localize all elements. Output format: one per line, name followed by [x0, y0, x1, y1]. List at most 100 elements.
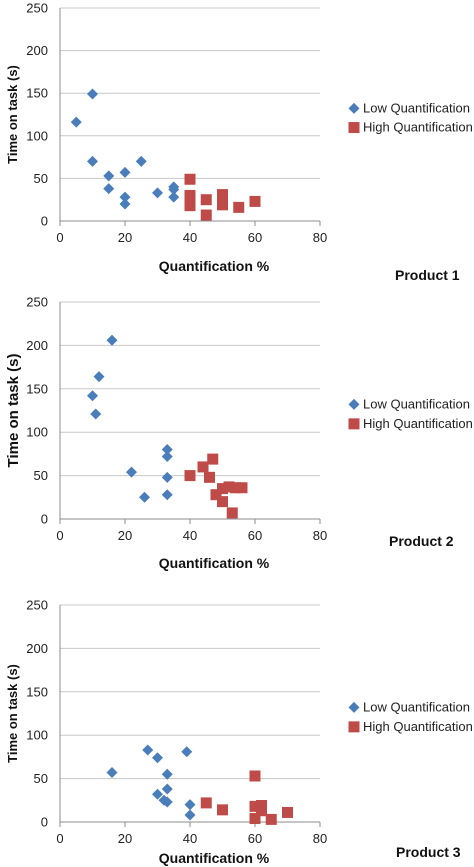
- data-point-square: [249, 813, 261, 825]
- legend-square-marker: [348, 122, 360, 134]
- series-low-quantification: [87, 334, 173, 503]
- x-tick-label: 20: [118, 528, 132, 543]
- x-axis-label: Quantification %: [159, 555, 270, 571]
- data-point-square: [197, 461, 209, 473]
- x-tick-label: 20: [118, 831, 132, 846]
- y-tick-label: 0: [41, 214, 48, 229]
- data-point-square: [184, 470, 196, 482]
- y-tick-label: 150: [26, 381, 48, 396]
- data-point-diamond: [103, 183, 115, 195]
- product-label: Product 3: [396, 844, 461, 860]
- data-point-diamond: [103, 170, 115, 182]
- data-point-square: [223, 481, 235, 493]
- legend-label: Low Quantification: [363, 396, 470, 411]
- legend-label: Low Quantification: [363, 699, 470, 714]
- y-tick-label: 100: [26, 728, 48, 743]
- y-tick-label: 250: [26, 1, 48, 16]
- y-tick-label: 50: [34, 771, 48, 786]
- series-low-quantification: [106, 744, 196, 821]
- data-point-square: [204, 471, 215, 483]
- data-point-square: [249, 195, 261, 207]
- data-point-diamond: [90, 408, 102, 420]
- data-point-square: [256, 805, 267, 817]
- data-point-diamond: [161, 471, 173, 483]
- y-axis-label: Time on task (s): [5, 354, 22, 468]
- data-point-square: [236, 482, 248, 494]
- series-high-quantification: [184, 173, 261, 221]
- legend-square-marker: [348, 418, 360, 430]
- data-point-square: [230, 482, 241, 494]
- x-tick-label: 60: [248, 230, 262, 245]
- data-point-square: [249, 800, 261, 812]
- data-point-diamond: [184, 799, 196, 811]
- legend-diamond-marker: [348, 701, 360, 713]
- legend-label: High Quantification: [363, 416, 473, 431]
- data-point-square: [200, 194, 212, 206]
- data-point-diamond: [142, 744, 154, 756]
- data-point-diamond: [161, 489, 173, 501]
- y-tick-label: 100: [26, 128, 48, 143]
- data-point-diamond: [152, 788, 163, 800]
- x-tick-label: 40: [183, 831, 197, 846]
- y-tick-label: 150: [26, 684, 48, 699]
- data-point-square: [200, 797, 212, 809]
- data-point-square: [217, 496, 228, 508]
- data-point-diamond: [184, 809, 196, 821]
- y-tick-label: 50: [34, 468, 48, 483]
- y-tick-label: 200: [26, 338, 48, 353]
- x-tick-label: 40: [183, 230, 197, 245]
- product-label: Product 1: [395, 267, 460, 283]
- x-tick-label: 80: [313, 528, 327, 543]
- y-tick-label: 50: [34, 171, 48, 186]
- data-point-square: [265, 813, 277, 825]
- data-point-diamond: [87, 155, 98, 167]
- y-tick-label: 250: [26, 598, 48, 613]
- data-point-diamond: [161, 796, 173, 808]
- y-tick-label: 0: [41, 815, 48, 830]
- data-point-square: [184, 173, 196, 185]
- data-point-diamond: [93, 371, 105, 383]
- data-point-diamond: [87, 88, 98, 100]
- legend: Low Quantification High Quantification: [348, 100, 473, 135]
- x-tick-label: 60: [248, 831, 262, 846]
- y-axis-label: Time on task (s): [5, 65, 20, 164]
- y-tick-label: 200: [26, 641, 48, 656]
- product-label: Product 2: [389, 533, 454, 549]
- data-point-diamond: [161, 768, 173, 780]
- data-point-square: [249, 770, 261, 782]
- data-point-square: [184, 200, 196, 212]
- x-tick-label: 60: [248, 528, 262, 543]
- legend-label: High Quantification: [363, 719, 473, 734]
- data-point-diamond: [119, 191, 131, 203]
- x-tick-label: 80: [313, 230, 327, 245]
- data-point-square: [217, 199, 228, 211]
- y-tick-label: 250: [26, 295, 48, 310]
- series-high-quantification: [200, 770, 293, 825]
- legend: Low Quantification High Quantification: [348, 396, 473, 431]
- x-axis-label: Quantification %: [159, 258, 270, 274]
- y-tick-label: 200: [26, 43, 48, 58]
- x-tick-label: 20: [118, 230, 132, 245]
- x-tick-label: 40: [183, 528, 197, 543]
- chart-panel-3: 0 50 100 150 200 250 0 20 40 60 80 Quantification %…: [5, 598, 473, 867]
- data-point-diamond: [106, 334, 118, 346]
- x-tick-label: 0: [56, 528, 63, 543]
- data-point-diamond: [119, 166, 131, 178]
- data-point-diamond: [106, 767, 118, 779]
- x-tick-label: 0: [56, 831, 63, 846]
- legend-label: Low Quantification: [363, 100, 470, 115]
- data-point-square: [207, 453, 219, 465]
- data-point-square: [282, 806, 293, 818]
- data-point-diamond: [135, 155, 147, 167]
- legend-square-marker: [348, 721, 360, 733]
- data-point-diamond: [161, 451, 173, 463]
- data-point-diamond: [168, 183, 180, 195]
- chart-panel-2: 0 50 100 150 200 250 0 20 40 60 80 Quantification %…: [5, 295, 473, 572]
- legend-label: High Quantification: [363, 120, 473, 135]
- series-high-quantification: [184, 453, 248, 519]
- x-axis-label: Quantification %: [159, 850, 270, 866]
- data-point-diamond: [152, 752, 163, 764]
- x-tick-label: 0: [56, 230, 63, 245]
- y-tick-label: 100: [26, 425, 48, 440]
